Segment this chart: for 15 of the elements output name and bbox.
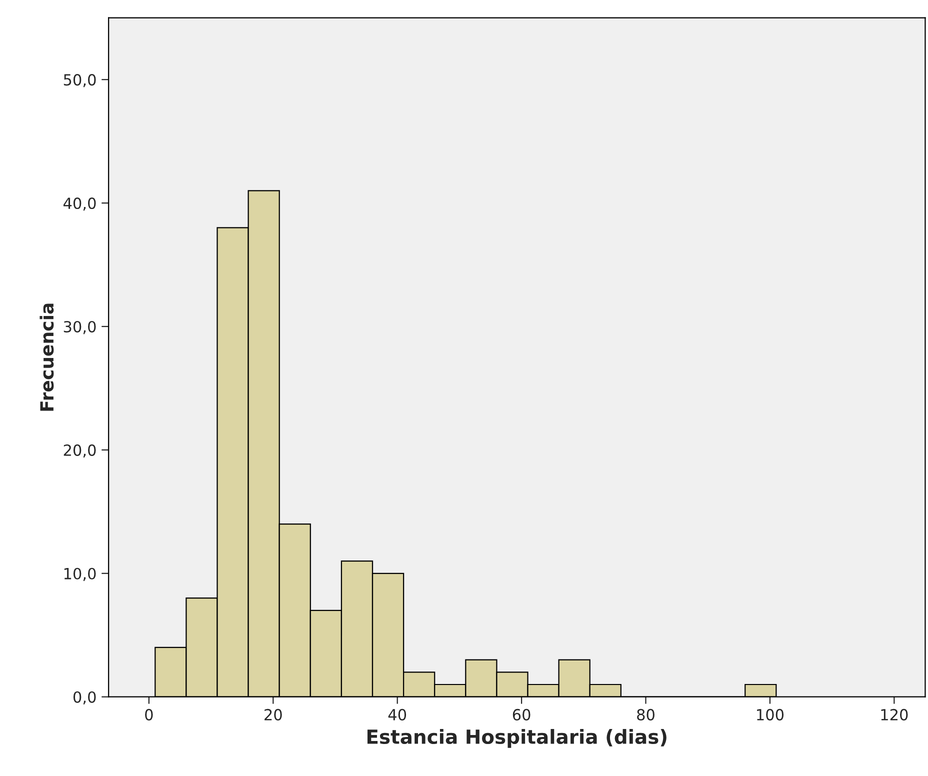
x-axis-title: Estancia Hospitalaria (dias)	[367, 728, 666, 748]
x-tick-label: 60	[512, 708, 530, 720]
y-tick-label: 30,0	[64, 320, 96, 334]
x-tick-label: 20	[264, 708, 282, 720]
x-tick-label: 40	[388, 708, 406, 720]
x-tick-label: 80	[637, 708, 654, 720]
x-tick-label: 100	[757, 708, 784, 720]
x-tick-label: 120	[881, 708, 908, 720]
y-axis-title: Frecuencia	[40, 304, 54, 411]
y-tick-label: 40,0	[64, 197, 96, 211]
y-tick-label: 50,0	[64, 74, 96, 88]
x-tick-label: 0	[145, 708, 153, 720]
y-tick-label: 20,0	[64, 444, 96, 458]
y-tick-label: 10,0	[64, 568, 96, 581]
y-tick-label: 0,0	[73, 691, 96, 704]
